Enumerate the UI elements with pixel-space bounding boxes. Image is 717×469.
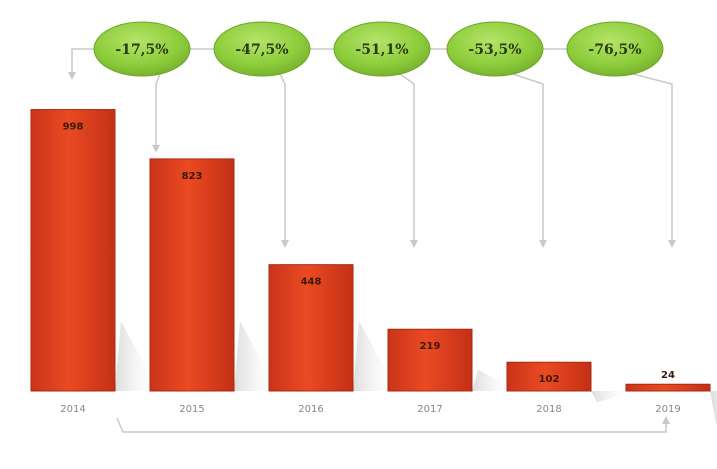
- connector-line: [512, 73, 544, 246]
- arrow-head: [410, 240, 418, 248]
- change-bubble-label: -53,5%: [468, 42, 521, 58]
- arrow-head: [662, 416, 670, 424]
- change-bubble: [333, 21, 431, 77]
- bar-2019: [625, 383, 711, 392]
- bars: 998 823 448 219 102 24: [30, 109, 711, 392]
- arrow-head: [68, 72, 76, 80]
- arrow-head: [668, 240, 676, 248]
- bar-2017: [387, 328, 473, 392]
- bar-shadow: [234, 321, 278, 391]
- change-bubble-label: -47,5%: [235, 42, 288, 58]
- change-bubble: [213, 21, 311, 77]
- x-tick-label: 2015: [179, 404, 204, 415]
- x-axis-tick-labels: 2014 2015 2016 2017 2018 2019: [60, 404, 680, 415]
- arrow-head: [281, 240, 289, 248]
- bar-shadow: [591, 391, 635, 403]
- bar-value-label: 102: [539, 374, 560, 385]
- change-bubble-label: -51,1%: [355, 42, 408, 58]
- connector-line: [279, 73, 286, 246]
- x-tick-label: 2017: [417, 404, 442, 415]
- arrow-head: [152, 144, 160, 153]
- bar-2015: [149, 158, 235, 392]
- connector-line: [116, 417, 667, 433]
- connector-line: [632, 73, 673, 246]
- connector-line: [399, 73, 415, 246]
- x-tick-label: 2019: [655, 404, 680, 415]
- bar-value-label: 448: [301, 277, 322, 288]
- bar-shadow: [710, 391, 717, 425]
- x-tick-label: 2016: [298, 404, 323, 415]
- arrow-head: [539, 240, 547, 248]
- bar-shadow: [353, 321, 397, 391]
- x-tick-label: 2018: [536, 404, 561, 415]
- bar-2018: [506, 361, 592, 392]
- bar-shadow: [472, 369, 516, 391]
- connector-lines: [68, 48, 676, 433]
- bar-shadow: [115, 321, 159, 391]
- change-bubble-label: -17,5%: [115, 42, 168, 58]
- bar-shadows: [115, 321, 717, 425]
- change-bubble: [446, 21, 544, 77]
- bar-value-label: 219: [420, 341, 441, 352]
- change-bubbles: -17,5% -47,5% -51,1% -53,5% -76,5%: [93, 21, 664, 77]
- change-bubble: [93, 21, 191, 77]
- bar-value-label: 24: [661, 370, 675, 381]
- bar-2014: [30, 109, 116, 392]
- change-bubble-label: -76,5%: [588, 42, 641, 58]
- connector-line: [71, 48, 94, 76]
- connector-line: [155, 73, 161, 151]
- x-tick-label: 2014: [60, 404, 85, 415]
- change-bubble: [566, 21, 664, 77]
- bar-2016: [268, 264, 354, 392]
- bar-value-label: 998: [63, 122, 84, 133]
- bar-value-label: 823: [182, 171, 203, 182]
